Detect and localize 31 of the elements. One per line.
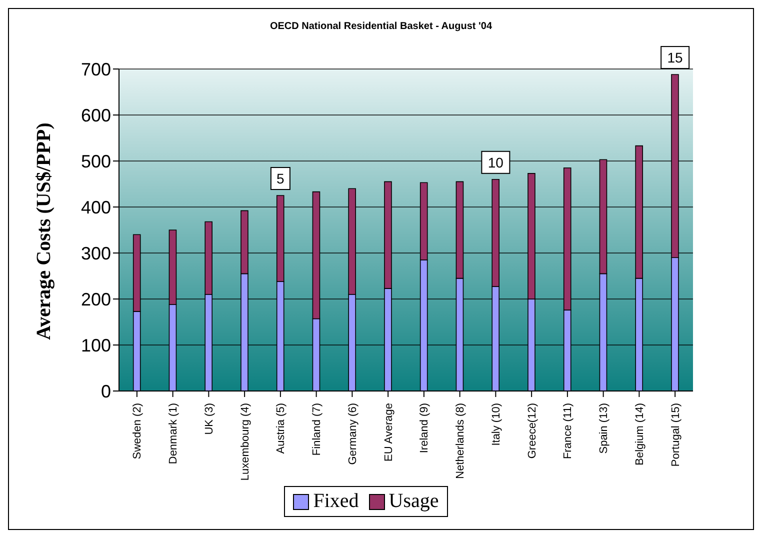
legend-label: Fixed [312,490,359,513]
y-tick-label: 600 [80,105,111,126]
x-tick-label: Italy (10) [490,403,502,446]
x-tick-label: Spain (13) [598,403,610,454]
y-tick-label: 200 [80,289,111,310]
y-tick-label: 300 [80,243,111,264]
x-tick-label: Portugal (15) [670,403,682,467]
x-tick-label: Greece(12) [526,403,538,459]
legend-label: Usage [388,490,439,513]
x-tick-label: Sweden (2) [132,403,144,460]
y-tick-label: 400 [80,197,111,218]
x-tick-label: Ireland (9) [418,403,431,454]
y-tick-label: 700 [80,59,111,80]
x-tick-label: Germany (6) [346,403,359,465]
x-tick-label: Netherlands (8) [454,403,467,479]
y-tick-label: 500 [80,151,111,172]
x-tick-label: Luxembourg (4) [239,403,252,481]
x-tick-label: Denmark (1) [168,403,180,464]
x-tick-label: Belgium (14) [634,403,646,466]
x-tick-label: EU Average [382,403,395,462]
x-tick-label: France (11) [562,403,574,460]
x-tick-label: Austria (5) [275,403,288,454]
x-tick-label: UK (3) [203,403,216,435]
y-tick-label: 0 [100,381,111,402]
y-tick-label: 100 [80,335,111,356]
chart-title: OECD National Residential Basket - August '04 [268,21,494,32]
x-tick-label: Finland (7) [311,403,324,456]
annotation: 10 [488,154,504,170]
y-axis-title: Average Costs (US$/PPP) [33,122,56,340]
annotation: 15 [667,50,684,66]
annotation: 5 [276,170,285,186]
